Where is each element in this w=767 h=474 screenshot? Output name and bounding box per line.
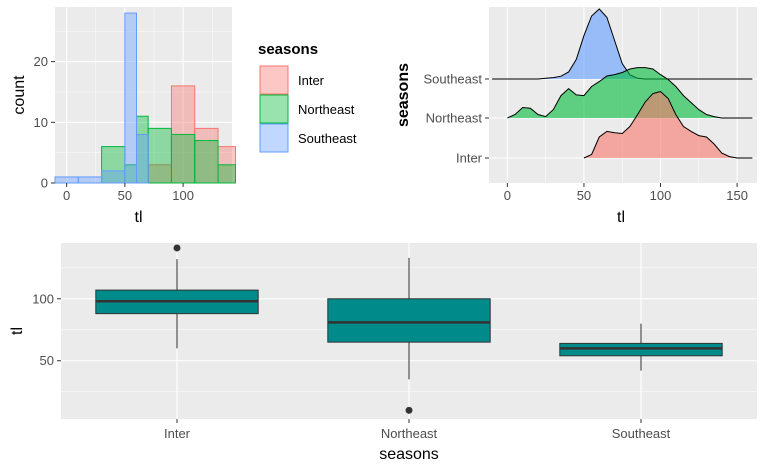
histogram-chart: 0 50 100 0 10 20 tl count seasons Inter Northeast S… (11, 7, 357, 226)
legend-key-inter (259, 65, 289, 95)
x-tick-label: Inter (164, 426, 191, 441)
y-tick-label: 50 (40, 353, 54, 368)
x-axis-title: seasons (379, 446, 439, 463)
histogram-bar-northeast (170, 133, 196, 184)
y-tick-label: Inter (456, 151, 483, 166)
y-axis-title: seasons (395, 63, 412, 127)
histogram-bar-southeast (124, 12, 138, 184)
y-tick-label: Southeast (423, 72, 482, 87)
legend-key-southeast (259, 123, 289, 153)
ridge-line-southeast (492, 8, 753, 80)
x-tick-label: Northeast (381, 426, 438, 441)
y-axis-title: tl (9, 327, 26, 335)
legend: seasons Inter Northeast Southeast (258, 41, 357, 153)
box-body (327, 298, 491, 343)
histogram-bar-northeast (194, 140, 219, 184)
ridge-area-southeast (492, 9, 753, 79)
ridgeline-chart: 0 50 100 150 Inter Northeast Southeast tl season… (395, 7, 757, 226)
ridge-area-inter (583, 91, 753, 158)
x-axis-title: tl (617, 209, 625, 226)
y-tick-label: 100 (32, 291, 54, 306)
outlier-point (405, 406, 413, 414)
legend-label-inter: Inter (298, 73, 325, 88)
x-tick-label: 50 (118, 188, 132, 203)
boxplot-chart: 50 100 Inter Northeast Southeast seasons tl (9, 243, 757, 463)
y-tick-label: 20 (34, 54, 48, 69)
histogram-bar-southeast (101, 170, 126, 184)
box-inter (95, 244, 259, 349)
x-tick-label: 50 (577, 188, 591, 203)
histogram-panel (55, 7, 232, 183)
box-southeast (559, 323, 723, 371)
x-tick-label: 150 (726, 188, 748, 203)
y-tick-label: 0 (41, 176, 48, 191)
x-tick-label: Southeast (612, 426, 671, 441)
box-northeast (327, 257, 491, 414)
legend-key-northeast (259, 94, 289, 124)
histogram-bar-southeast (54, 176, 79, 184)
x-axis-title: tl (135, 209, 143, 226)
legend-label-southeast: Southeast (298, 131, 357, 146)
x-tick-label: 100 (172, 188, 194, 203)
histogram-bar-northeast (217, 164, 236, 184)
legend-title: seasons (258, 41, 318, 58)
histogram-bar-northeast (147, 127, 172, 184)
x-tick-label: 0 (504, 188, 511, 203)
histogram-bar-southeast (77, 176, 103, 184)
outlier-point (173, 244, 181, 252)
y-tick-label: 10 (34, 115, 48, 130)
x-tick-label: 100 (650, 188, 672, 203)
ridge-line-inter (583, 90, 753, 159)
y-axis-title: count (11, 75, 28, 115)
ridge-line-northeast (507, 67, 753, 119)
legend-label-northeast: Northeast (298, 102, 355, 117)
histogram-bar-southeast (136, 133, 149, 184)
y-tick-label: Northeast (426, 111, 483, 126)
x-tick-label: 0 (63, 188, 70, 203)
ridge-area-northeast (507, 67, 753, 118)
